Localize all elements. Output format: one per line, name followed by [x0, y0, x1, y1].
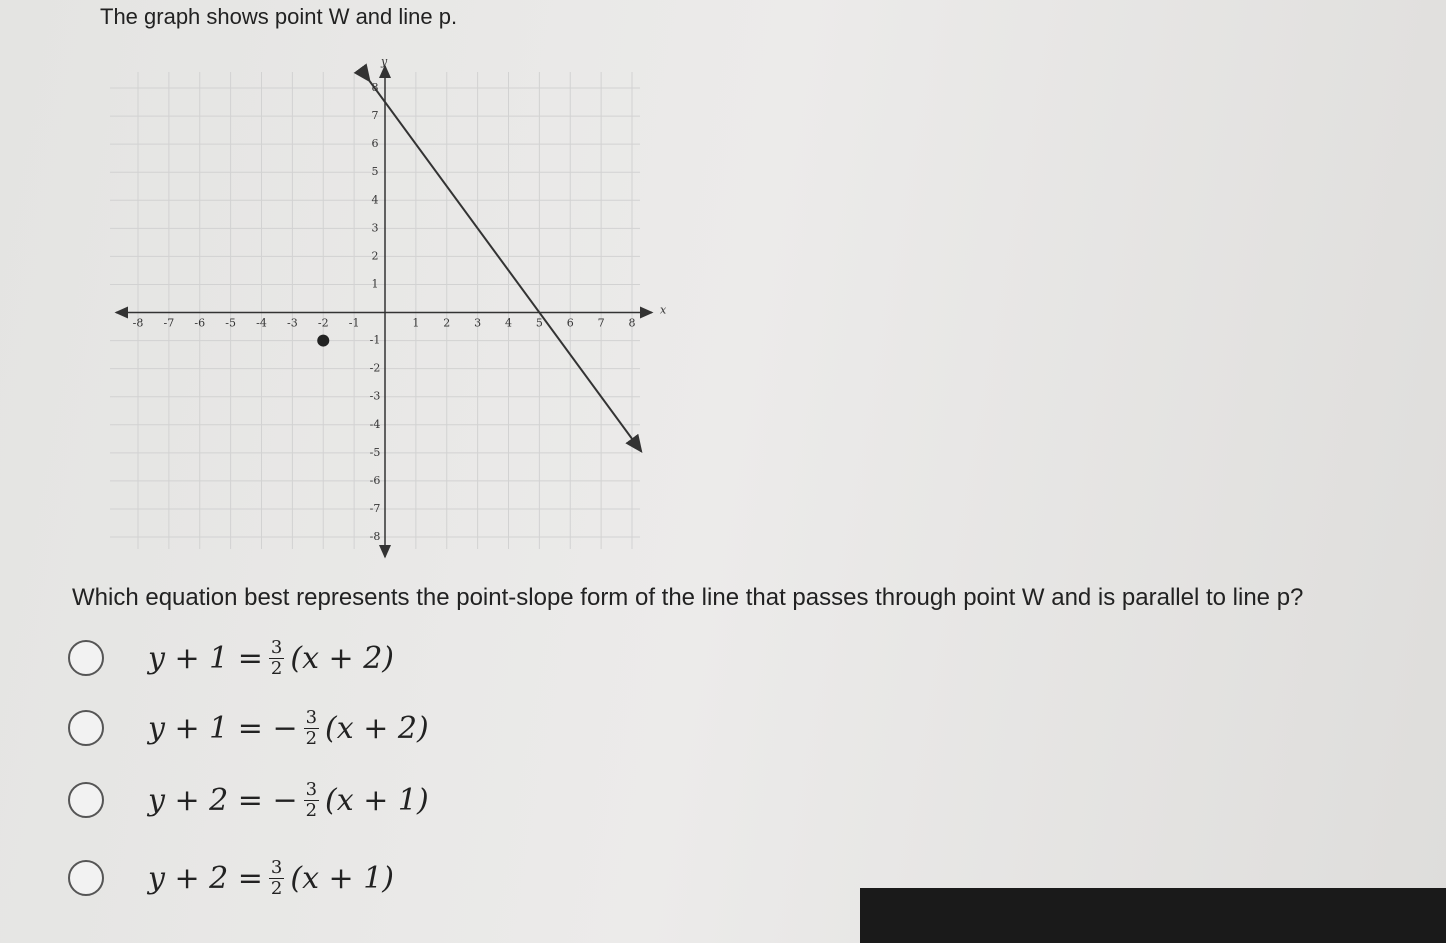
x-tick-label: 3 [474, 317, 481, 330]
line-p [353, 63, 643, 454]
title: The graph shows point W and line p. [100, 4, 458, 29]
x-tick-label: -5 [225, 317, 236, 330]
radio-button[interactable] [68, 782, 104, 818]
equation-rhs: (x + 1) [325, 782, 429, 818]
denominator: 2 [270, 877, 283, 899]
graph: -8 -7 -6 -5 -4 -3 -2 -1 1 2 3 4 5 6 7 8 -8 -7 -6 -5 -4 -3 -2 -1… [110, 55, 667, 559]
equation-lhs: y + 2 = − [148, 782, 298, 818]
equation-lhs: y + 1 = [148, 640, 263, 676]
x-tick-label: 7 [598, 317, 605, 330]
y-tick-label: -4 [370, 418, 381, 431]
x-tick-label: 2 [443, 317, 450, 330]
x-tick-label: -4 [256, 317, 267, 330]
y-tick-label: 2 [372, 249, 379, 262]
denominator: 2 [270, 657, 283, 679]
radio-button[interactable] [68, 640, 104, 676]
equation-lhs: y + 1 = − [148, 710, 298, 746]
y-tick-label: -2 [370, 362, 381, 375]
y-axis-label: y [380, 55, 388, 68]
y-tick-label: -1 [370, 334, 381, 347]
numerator: 3 [268, 856, 285, 879]
numerator: 3 [268, 636, 285, 659]
y-tick-label: 4 [372, 193, 379, 206]
fraction: 3 2 [303, 706, 320, 749]
y-tick-label: 3 [372, 221, 379, 234]
fraction: 3 2 [268, 636, 285, 679]
x-tick-label: 1 [412, 317, 419, 330]
x-tick-label: -7 [164, 317, 175, 330]
x-tick-label: 4 [505, 317, 512, 330]
y-tick-label: 7 [372, 109, 379, 122]
point-w [317, 334, 330, 347]
denominator: 2 [305, 799, 318, 821]
equation: y + 1 = − 3 2 (x + 2) [148, 706, 429, 749]
numerator: 3 [303, 706, 320, 729]
y-tick-label: -8 [370, 530, 381, 543]
x-tick-label: -2 [318, 317, 329, 330]
x-tick-label: -3 [287, 317, 298, 330]
y-tick-label: -3 [370, 390, 381, 403]
equation: y + 2 = 3 2 (x + 1) [148, 856, 394, 899]
y-tick-label: 5 [372, 165, 379, 178]
denominator: 2 [305, 727, 318, 749]
y-tick-label: 6 [372, 137, 379, 150]
equation-lhs: y + 2 = [148, 860, 263, 896]
y-tick-label: -5 [370, 446, 381, 459]
x-tick-label: 8 [629, 317, 636, 330]
x-tick-label: -8 [133, 317, 144, 330]
option[interactable]: y + 1 = 3 2 (x + 2) [68, 628, 394, 688]
x-tick-label: 6 [567, 317, 574, 330]
y-tick-label: -6 [370, 474, 381, 487]
numerator: 3 [303, 778, 320, 801]
fraction: 3 2 [303, 778, 320, 821]
equation-rhs: (x + 1) [290, 860, 394, 896]
x-tick-label: -1 [349, 317, 360, 330]
y-tick-label: 1 [372, 277, 379, 290]
x-tick-label: 5 [536, 317, 543, 330]
equation-rhs: (x + 2) [290, 640, 394, 676]
fraction: 3 2 [268, 856, 285, 899]
radio-button[interactable] [68, 710, 104, 746]
equation: y + 2 = − 3 2 (x + 1) [148, 778, 429, 821]
option[interactable]: y + 2 = 3 2 (x + 1) [68, 848, 394, 908]
radio-button[interactable] [68, 860, 104, 896]
option[interactable]: y + 2 = − 3 2 (x + 1) [68, 770, 429, 830]
x-tick-label: -6 [194, 317, 205, 330]
screen-edge [860, 888, 1446, 943]
question: Which equation best represents the point… [72, 584, 1304, 611]
x-axis-label: x [660, 304, 667, 317]
option[interactable]: y + 1 = − 3 2 (x + 2) [68, 698, 429, 758]
y-tick-label: -7 [370, 502, 381, 515]
equation-rhs: (x + 2) [325, 710, 429, 746]
equation: y + 1 = 3 2 (x + 2) [148, 636, 394, 679]
